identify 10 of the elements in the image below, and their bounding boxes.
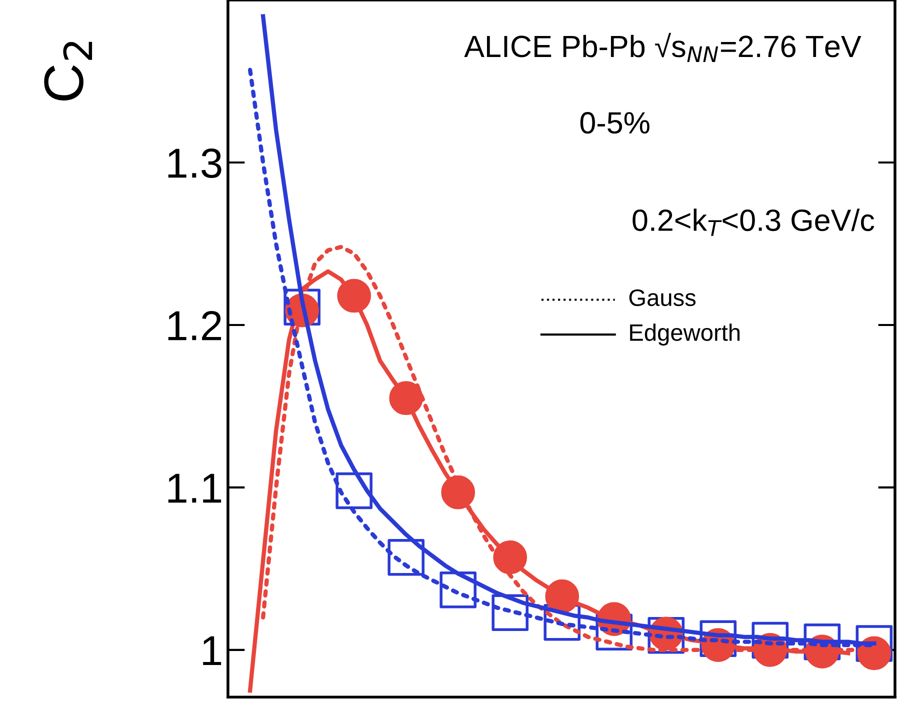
y-tick-label: 1.3 [168,148,222,178]
y-tick-label: 1 [203,636,222,666]
annotation: Gauss [629,289,696,306]
annotation: 0-5% [580,112,650,134]
annotation: 0.2<k$_{T}$<0.3 GeV/c [632,208,874,236]
annotation: Edgeworth [630,324,740,346]
y-tick-label: 1.2 [168,310,222,340]
y-axis-title: C$_{2}$ [44,42,92,100]
y-tick-label: 1.1 [168,474,222,503]
annotation: ALICE Pb-Pb √s$_{NN}$=2.76 TeV [464,32,862,62]
